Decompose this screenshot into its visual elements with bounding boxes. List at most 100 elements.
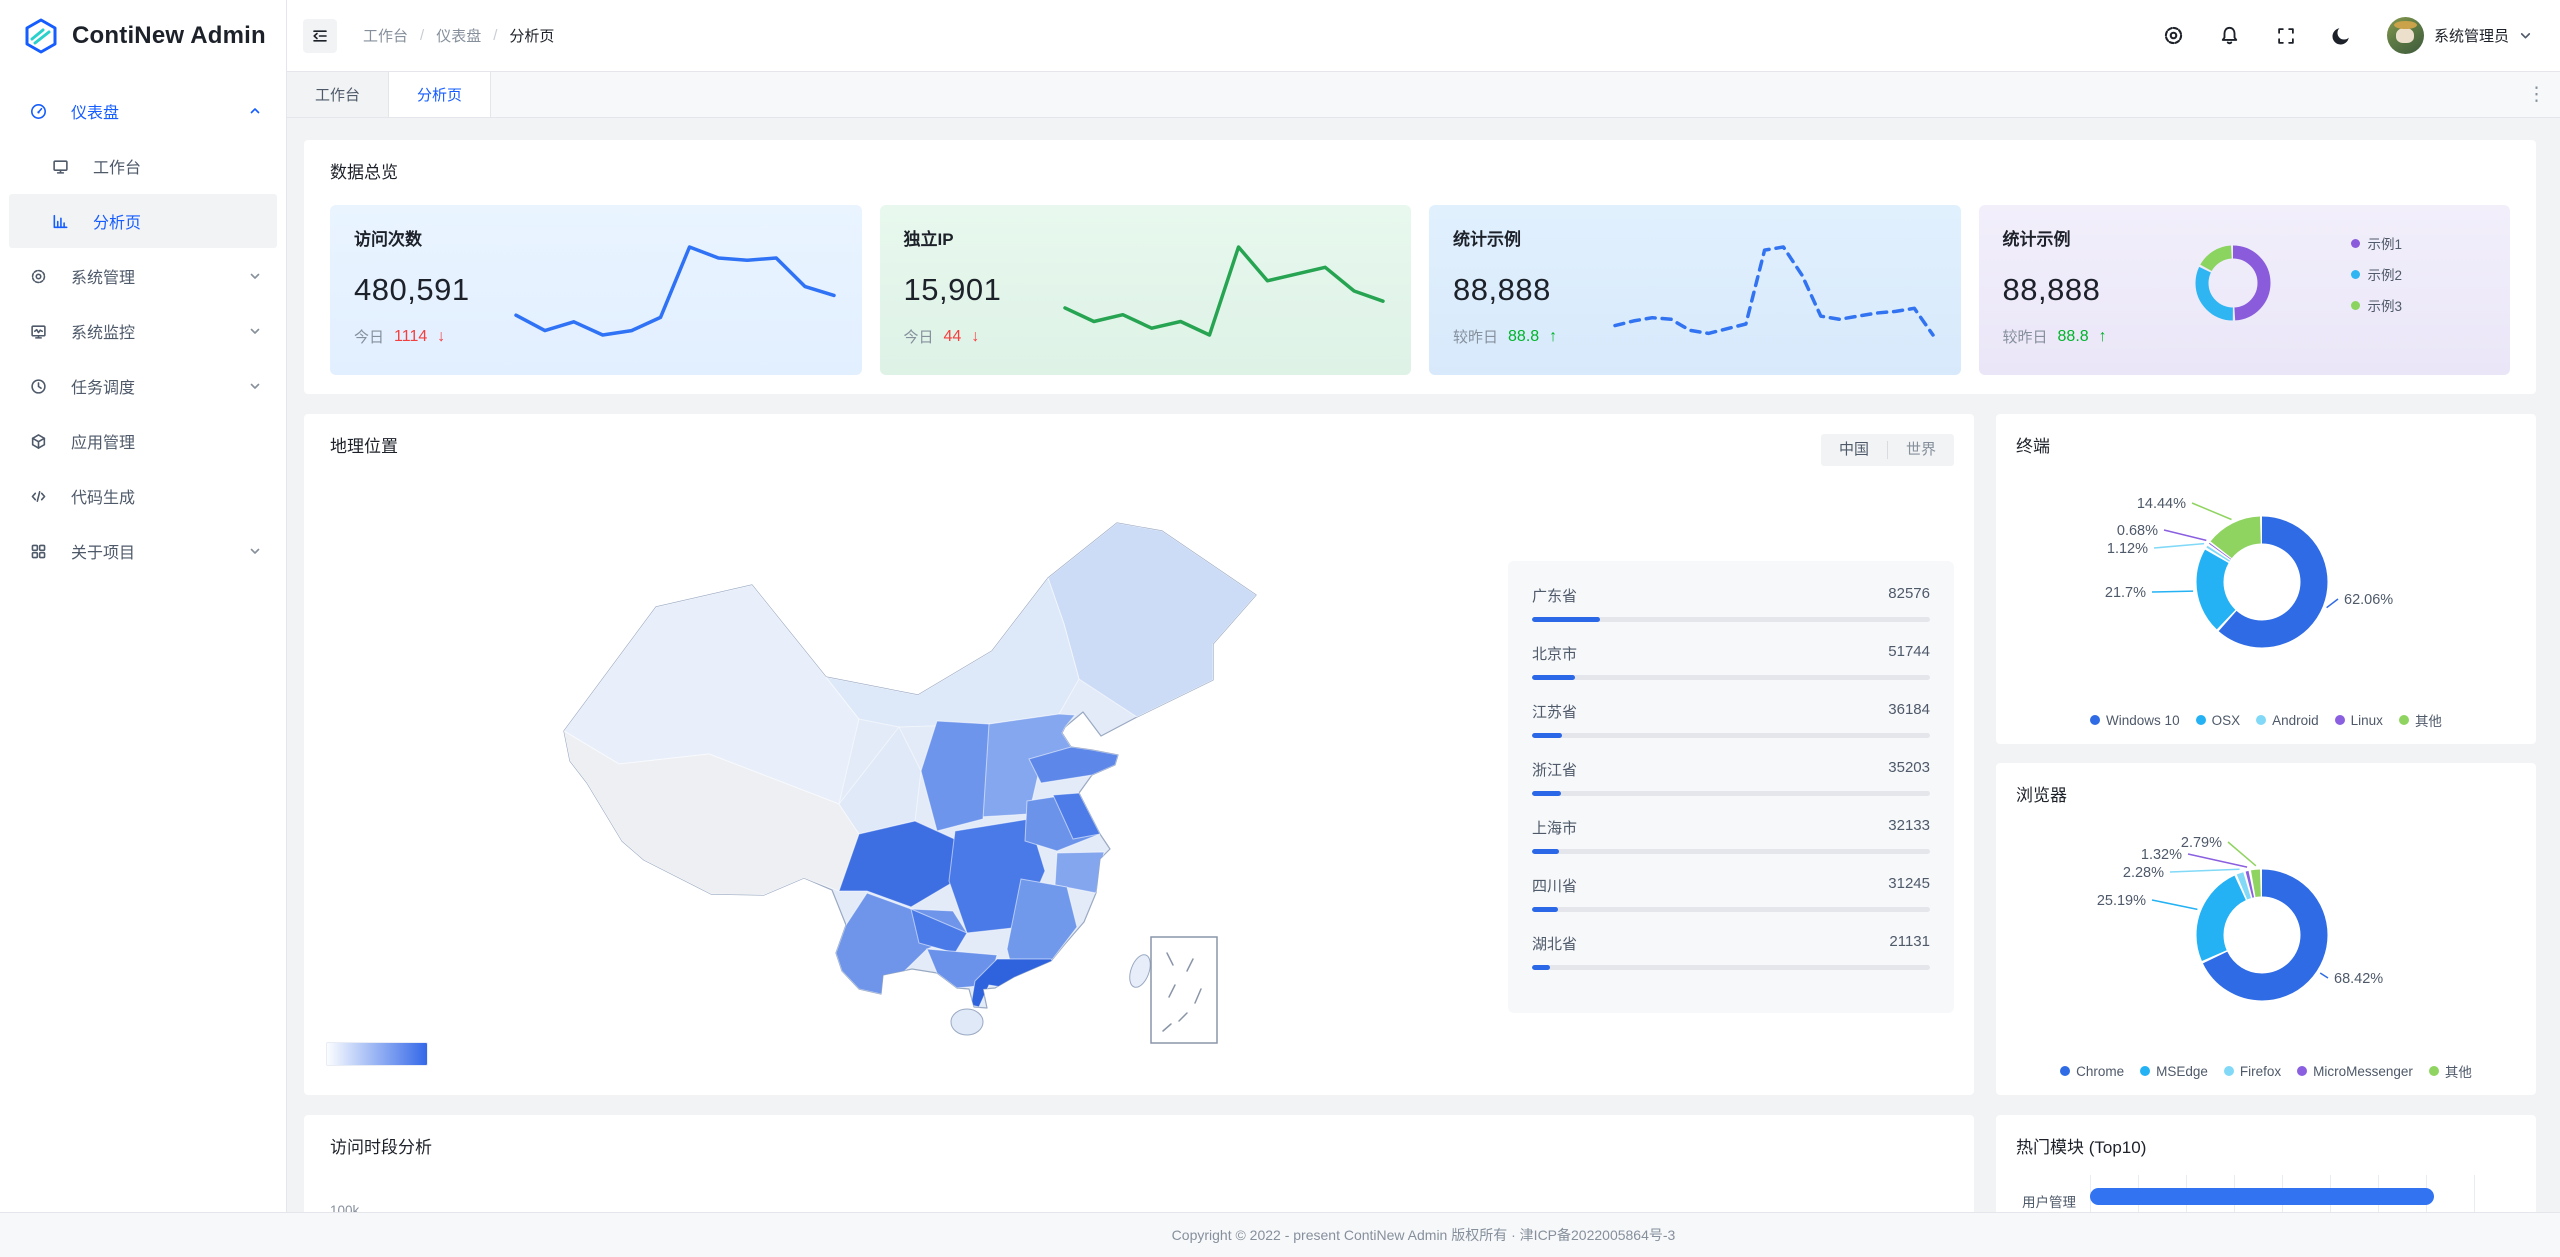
legend-item[interactable]: Firefox — [2223, 1061, 2281, 1081]
hot-modules-gridlines — [2090, 1175, 2520, 1212]
sidebar-item-about-project[interactable]: 关于项目 — [9, 524, 277, 578]
legend-dot-icon — [2223, 1066, 2234, 1076]
settings-button[interactable] — [2163, 25, 2185, 47]
breadcrumb-item[interactable]: 工作台 — [363, 28, 409, 45]
dark-mode-toggle[interactable] — [2331, 25, 2353, 47]
terminal-donut-chart[interactable]: 62.06% 21.7% 1.12% 0.68% 14.44% — [1996, 458, 2536, 708]
region-value: 51744 — [1888, 643, 1930, 660]
sidebar-item-label: 系统监控 — [71, 325, 136, 342]
legend-label: 其他 — [2444, 1065, 2472, 1080]
region-rank-row: 浙江省 35203 — [1532, 759, 1930, 796]
sidebar-item-analysis[interactable]: 分析页 — [9, 194, 277, 248]
browser-legend: Chrome MSEdge Firefox MicroMessenger 其他 — [1996, 1061, 2536, 1081]
sidebar-item-system-management[interactable]: 系统管理 — [9, 249, 277, 303]
region-value: 21131 — [1889, 933, 1930, 950]
hot-module-category: 用户管理 — [2022, 1195, 2076, 1210]
avatar[interactable] — [2386, 17, 2424, 54]
china-map[interactable] — [559, 519, 1259, 1044]
legend-label: 示例2 — [2367, 268, 2403, 283]
toggle-divider — [1886, 441, 1888, 459]
sample-donut-legend: 示例1 示例2 示例3 — [2350, 233, 2403, 315]
sidebar-item-label: 工作台 — [93, 160, 142, 177]
sidebar-item-label: 任务调度 — [71, 380, 136, 397]
legend-label: Linux — [2350, 712, 2383, 728]
panel-title: 终端 — [2016, 437, 2050, 456]
user-menu[interactable]: 系统管理员 — [2386, 17, 2532, 54]
stat-value: 480,591 — [354, 272, 470, 307]
svg-text:68.42%: 68.42% — [2334, 971, 2383, 987]
browser-donut-chart[interactable]: 68.42% 25.19% 2.28% 1.32%2.79% — [1996, 807, 2536, 1062]
sidebar-menu: 仪表盘 工作台 分析页 系统管理 系统监控 — [0, 72, 286, 578]
legend-dot-icon — [2350, 238, 2360, 248]
sidebar-item-dashboard[interactable]: 仪表盘 — [9, 84, 277, 138]
compare-label: 今日 — [903, 329, 934, 346]
legend-item[interactable]: 示例3 — [2350, 295, 2402, 315]
chevron-down-icon — [2520, 33, 2531, 39]
notifications-button[interactable] — [2219, 25, 2241, 47]
header-actions: 系统管理员 — [2163, 17, 2560, 54]
gear-icon — [31, 269, 46, 283]
legend-dot-icon — [2334, 715, 2345, 725]
panel-title: 热门模块 (Top10) — [2016, 1138, 2147, 1157]
tab-more-button[interactable]: ⋮ — [2527, 84, 2546, 105]
sample-sparkline-chart[interactable] — [1609, 241, 1939, 341]
legend-dot-icon — [2195, 715, 2206, 725]
moon-icon — [2332, 28, 2350, 45]
sidebar-item-label: 仪表盘 — [71, 105, 120, 122]
app-logo[interactable]: ContiNew Admin — [0, 0, 286, 72]
tab-analysis[interactable]: 分析页 — [389, 72, 492, 117]
legend-item[interactable]: Android — [2256, 710, 2319, 730]
svg-text:21.7%: 21.7% — [2105, 585, 2146, 601]
copyright-text: Copyright © 2022 - present ContiNew Admi… — [1171, 1227, 1676, 1243]
compare-label: 较昨日 — [2002, 329, 2048, 346]
legend-item[interactable]: MSEdge — [2140, 1061, 2208, 1081]
legend-item[interactable]: 其他 — [2398, 710, 2442, 730]
legend-item[interactable]: Linux — [2334, 710, 2383, 730]
ip-sparkline-chart[interactable] — [1059, 241, 1389, 341]
legend-label: Android — [2272, 712, 2319, 728]
region-progress-fill — [1532, 617, 1601, 622]
region-progress-fill — [1532, 791, 1562, 796]
sample-donut-chart[interactable] — [2175, 225, 2291, 341]
toggle-china[interactable]: 中国 — [1838, 441, 1869, 458]
legend-dot-icon — [2398, 715, 2409, 725]
fullscreen-button[interactable] — [2275, 25, 2297, 47]
sidebar-item-task-schedule[interactable]: 任务调度 — [9, 359, 277, 413]
breadcrumb-separator: / — [493, 27, 498, 44]
region-rank-row: 江苏省 36184 — [1532, 701, 1930, 738]
sidebar-item-code-generation[interactable]: 代码生成 — [9, 469, 277, 523]
monitor-icon — [53, 159, 68, 174]
sidebar-item-app-management[interactable]: 应用管理 — [9, 414, 277, 468]
compare-value: 44 — [943, 327, 962, 345]
legend-item[interactable]: MicroMessenger — [2297, 1061, 2413, 1081]
legend-item[interactable]: Chrome — [2060, 1061, 2124, 1081]
stat-title: 访问次数 — [354, 230, 422, 249]
hot-modules-chart[interactable]: 用户管理 — [1996, 1175, 2536, 1212]
stat-value: 88,888 — [2002, 272, 2101, 307]
sidebar-collapse-button[interactable] — [303, 18, 337, 53]
sidebar-item-workplace[interactable]: 工作台 — [9, 139, 277, 193]
region-rank-row: 上海市 32133 — [1532, 817, 1930, 854]
compare-value: 88.8 — [2057, 327, 2089, 345]
legend-item[interactable]: 示例2 — [2350, 264, 2403, 284]
sidebar-item-label: 关于项目 — [71, 545, 136, 562]
map-inset-south-china-sea — [1150, 936, 1218, 1044]
fullscreen-icon — [2278, 27, 2294, 44]
legend-item[interactable]: 示例1 — [2350, 233, 2402, 253]
stat-card-visits: 访问次数 480,591 今日 1114 ↓ — [330, 205, 862, 375]
legend-label: 其他 — [2414, 714, 2442, 729]
map-provinces — [564, 523, 1256, 1008]
legend-item[interactable]: 其他 — [2428, 1061, 2472, 1081]
map-taiwan — [1129, 954, 1151, 988]
sidebar-item-system-monitor[interactable]: 系统监控 — [9, 304, 277, 358]
panel-browser: 浏览器 68.42% 25.19% 2.28% 1.32% 2.79% Chrome MS… — [1996, 763, 2536, 1095]
region-progress-fill — [1532, 907, 1558, 912]
tab-workplace[interactable]: 工作台 — [287, 72, 390, 117]
legend-item[interactable]: Windows 10 — [2090, 710, 2180, 730]
trend-arrow: ↑ — [2098, 327, 2107, 345]
breadcrumb-item[interactable]: 仪表盘 — [436, 28, 482, 45]
legend-item[interactable]: OSX — [2195, 710, 2240, 730]
toggle-world[interactable]: 世界 — [1905, 441, 1936, 458]
stat-card-sample: 统计示例 88,888 较昨日 88.8 ↑ — [1429, 205, 1961, 375]
visits-sparkline-chart[interactable] — [510, 241, 840, 341]
